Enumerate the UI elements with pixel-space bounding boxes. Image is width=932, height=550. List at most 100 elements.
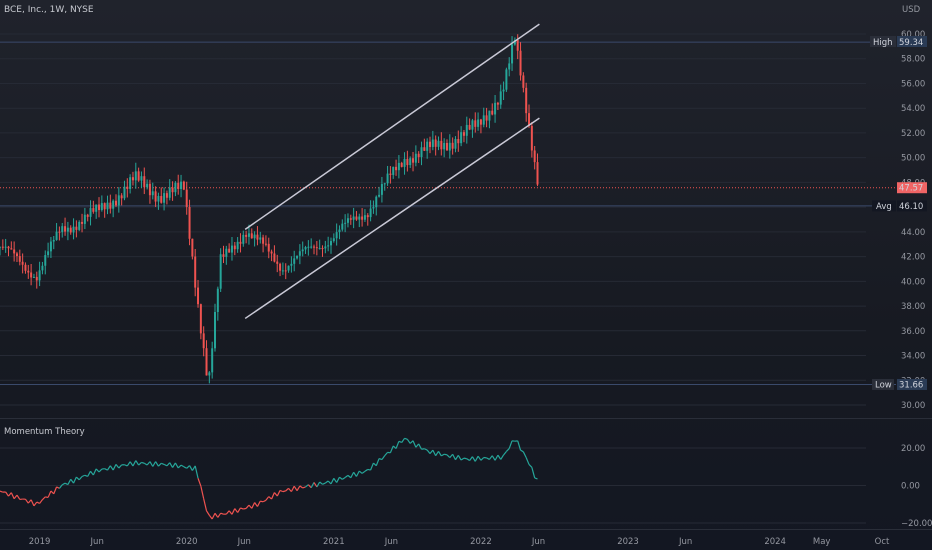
candle[interactable] (321, 245, 324, 257)
candle[interactable] (361, 208, 364, 227)
candle[interactable] (383, 182, 386, 191)
candle[interactable] (41, 261, 44, 275)
candle[interactable] (409, 156, 412, 168)
candle[interactable] (298, 244, 301, 265)
candle[interactable] (400, 161, 403, 168)
candle[interactable] (211, 341, 214, 379)
candle[interactable] (499, 84, 502, 109)
candle[interactable] (112, 199, 115, 218)
price-scale[interactable]: 60.00 58.00 56.00 54.00 52.00 50.00 48.0… (901, 30, 925, 411)
candle[interactable] (293, 250, 296, 272)
candle[interactable] (508, 57, 511, 77)
candle[interactable] (276, 254, 279, 273)
candle[interactable] (369, 200, 372, 222)
candle[interactable] (55, 223, 58, 241)
candle[interactable] (86, 213, 89, 222)
candle[interactable] (304, 245, 307, 254)
pane-separator[interactable] (0, 418, 932, 419)
candle[interactable] (165, 190, 168, 205)
candle[interactable] (380, 176, 383, 203)
candle[interactable] (219, 248, 222, 293)
candle[interactable] (440, 132, 443, 156)
candle[interactable] (242, 230, 245, 247)
candle[interactable] (123, 180, 126, 201)
candle[interactable] (49, 237, 52, 258)
candle[interactable] (106, 195, 109, 215)
trend-channel[interactable] (244, 23, 540, 320)
candle[interactable] (182, 180, 185, 191)
candle[interactable] (58, 226, 61, 241)
candle[interactable] (346, 213, 349, 228)
symbol-title[interactable]: BCE, Inc., 1W, NYSE (4, 5, 94, 15)
candle[interactable] (505, 67, 508, 92)
candle[interactable] (247, 224, 250, 245)
candle[interactable] (528, 104, 531, 128)
candle[interactable] (423, 138, 426, 152)
candle[interactable] (389, 166, 392, 184)
candle[interactable] (228, 243, 231, 253)
candle[interactable] (471, 118, 474, 138)
candle[interactable] (154, 186, 157, 207)
candle[interactable] (338, 225, 341, 240)
candle[interactable] (284, 263, 287, 280)
candle[interactable] (327, 236, 330, 252)
channel-upper-line[interactable] (244, 23, 540, 231)
candle[interactable] (318, 239, 321, 250)
candle[interactable] (230, 236, 233, 261)
candle[interactable] (355, 211, 358, 221)
candle[interactable] (468, 118, 471, 131)
candle[interactable] (66, 221, 69, 241)
candle[interactable] (0, 246, 1, 256)
candle[interactable] (262, 234, 265, 253)
candle[interactable] (462, 129, 465, 143)
candle[interactable] (485, 107, 488, 128)
candle[interactable] (406, 150, 409, 172)
candle[interactable] (151, 182, 154, 200)
candle[interactable] (287, 265, 290, 273)
candle[interactable] (457, 130, 460, 152)
candle[interactable] (100, 195, 103, 212)
candle[interactable] (199, 303, 202, 340)
candle[interactable] (18, 249, 21, 266)
candle[interactable] (329, 237, 332, 254)
candle[interactable] (188, 199, 191, 246)
candle[interactable] (397, 155, 400, 179)
candle[interactable] (281, 262, 284, 275)
candle[interactable] (502, 81, 505, 100)
candle[interactable] (477, 112, 480, 131)
candle[interactable] (64, 217, 67, 236)
time-axis[interactable]: 2019 Jun 2020 Jun 2021 Jun 2022 Jun 2023… (29, 537, 890, 547)
candle[interactable] (239, 233, 242, 253)
candle[interactable] (315, 241, 318, 256)
candle[interactable] (253, 231, 256, 247)
candle[interactable] (437, 136, 440, 151)
candle[interactable] (259, 231, 262, 244)
candle[interactable] (525, 82, 528, 122)
candle[interactable] (482, 107, 485, 128)
candle[interactable] (78, 220, 81, 232)
candle[interactable] (341, 219, 344, 232)
candle[interactable] (395, 159, 398, 176)
candle[interactable] (171, 181, 174, 201)
candle[interactable] (89, 200, 92, 226)
candle[interactable] (420, 141, 423, 166)
candle[interactable] (103, 202, 106, 218)
candle[interactable] (38, 261, 41, 287)
candle[interactable] (496, 101, 499, 111)
candle[interactable] (366, 213, 369, 226)
candle[interactable] (30, 263, 33, 286)
candle[interactable] (24, 262, 27, 274)
candle[interactable] (72, 218, 75, 240)
candle[interactable] (273, 245, 276, 263)
candle[interactable] (131, 171, 134, 186)
candlestick-series[interactable] (0, 34, 539, 384)
momentum-line[interactable] (0, 437, 538, 520)
candle[interactable] (114, 194, 117, 207)
candle[interactable] (109, 194, 112, 214)
candle[interactable] (375, 195, 378, 216)
candle[interactable] (392, 166, 395, 179)
candle[interactable] (143, 167, 146, 195)
candle[interactable] (163, 187, 166, 211)
candle[interactable] (174, 181, 177, 197)
candle[interactable] (313, 244, 316, 255)
